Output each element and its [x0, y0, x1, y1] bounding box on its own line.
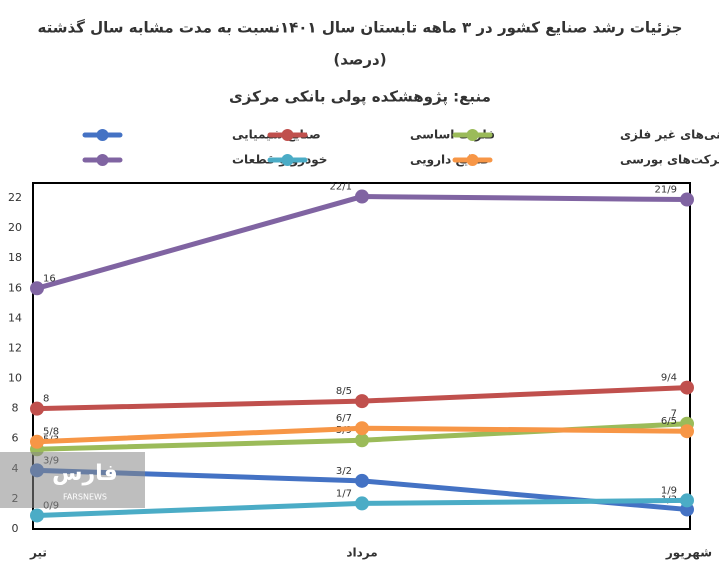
- legend-marker: [281, 154, 294, 166]
- x-tick-label: شهریور: [665, 546, 712, 561]
- watermark-box: [0, 452, 145, 508]
- x-tick-label: تیر: [29, 546, 47, 560]
- chart-subtitle: منبع: پژوهشکده پولی بانکی مرکزی: [229, 88, 491, 107]
- data-label: 6/7: [336, 413, 352, 424]
- x-tick-label: مرداد: [346, 546, 377, 560]
- y-tick-label: 18: [8, 251, 22, 264]
- legend-label: کانی‌های غیر فلزی: [620, 128, 719, 142]
- data-label: 8/5: [336, 386, 352, 397]
- data-label: 7: [671, 409, 677, 420]
- y-tick-label: 0: [12, 522, 19, 535]
- y-tick-label: 16: [8, 281, 22, 294]
- legend-marker: [466, 129, 479, 141]
- data-label: 8: [43, 394, 49, 405]
- data-point: [355, 496, 369, 511]
- data-point: [30, 434, 44, 449]
- y-tick-label: 22: [8, 191, 22, 204]
- data-point: [30, 281, 44, 296]
- data-point: [680, 493, 694, 508]
- data-point: [680, 380, 694, 395]
- y-tick-label: 8: [12, 402, 19, 415]
- data-point: [355, 433, 369, 448]
- data-label: 21/9: [655, 185, 677, 196]
- series-line: [34, 194, 690, 291]
- chart-title-line2: (درصد): [333, 51, 386, 69]
- plot-frame: [32, 182, 691, 530]
- data-label: 9/4: [661, 373, 677, 384]
- data-label: 5/8: [43, 427, 59, 438]
- data-label: 22/1: [330, 182, 352, 193]
- data-point: [355, 394, 369, 409]
- legend-marker: [281, 129, 294, 141]
- data-point: [355, 473, 369, 488]
- data-point: [680, 192, 694, 207]
- legend-marker: [96, 129, 109, 141]
- watermark: فارس FARSNEWS: [0, 452, 145, 508]
- legend-marker: [96, 154, 109, 166]
- legend-marker: [466, 154, 479, 166]
- watermark-text: فارس: [52, 461, 118, 486]
- data-label: 3/2: [336, 466, 352, 477]
- data-point: [355, 421, 369, 436]
- data-point: [30, 508, 44, 523]
- data-point: [30, 401, 44, 416]
- y-tick-label: 12: [8, 341, 22, 354]
- data-point: [355, 189, 369, 204]
- chart-title: جزئیات رشد صنایع کشور در ۳ ماهه تابستان …: [38, 19, 683, 37]
- y-tick-label: 6: [12, 432, 19, 445]
- data-label: 1/7: [336, 488, 352, 499]
- y-tick-label: 10: [8, 372, 22, 385]
- y-tick-label: 20: [8, 221, 22, 234]
- data-label: 6/5: [661, 416, 677, 427]
- data-label: 16: [43, 273, 56, 284]
- data-point: [680, 424, 694, 439]
- data-label: 1/9: [661, 485, 677, 496]
- legend-label: شاخص کل شرکت‌های بورسی: [620, 153, 719, 168]
- watermark-sub: FARSNEWS: [63, 493, 107, 502]
- y-tick-label: 14: [8, 311, 22, 324]
